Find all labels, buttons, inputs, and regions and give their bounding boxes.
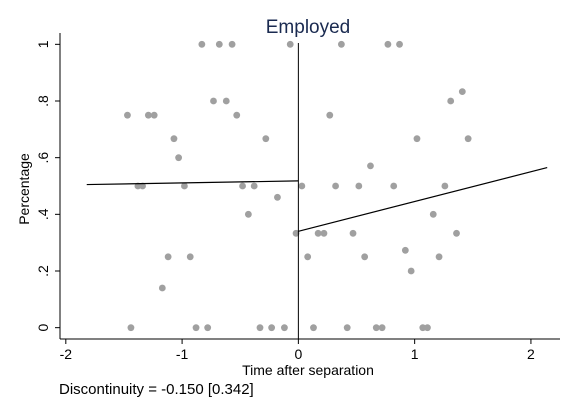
data-point bbox=[355, 182, 363, 190]
x-tick-label: 0 bbox=[294, 346, 302, 362]
data-point bbox=[320, 229, 328, 237]
data-point bbox=[198, 40, 206, 48]
discontinuity-note: Discontinuity = -0.150 [0.342] bbox=[59, 381, 254, 398]
data-point bbox=[441, 182, 449, 190]
fit-line bbox=[298, 167, 548, 232]
data-point bbox=[170, 135, 178, 143]
data-point bbox=[286, 40, 294, 48]
data-point bbox=[127, 324, 135, 332]
data-point bbox=[384, 40, 392, 48]
data-point bbox=[361, 253, 369, 261]
data-point bbox=[464, 135, 472, 143]
data-point bbox=[210, 97, 217, 105]
data-point bbox=[139, 182, 146, 190]
y-tick-label: .4 bbox=[35, 208, 51, 220]
data-point bbox=[244, 210, 252, 218]
data-point bbox=[332, 182, 339, 190]
y-tick-label: 0 bbox=[35, 324, 51, 332]
x-tick-label: 2 bbox=[527, 346, 535, 362]
data-point bbox=[256, 324, 264, 332]
data-point bbox=[274, 193, 281, 201]
data-point bbox=[222, 97, 230, 105]
data-point bbox=[192, 324, 200, 332]
data-point bbox=[419, 324, 427, 332]
data-point bbox=[372, 324, 380, 332]
x-tick-label: -2 bbox=[60, 346, 73, 362]
data-point bbox=[349, 229, 357, 237]
y-tick-label: .2 bbox=[35, 265, 51, 277]
data-point bbox=[304, 253, 312, 261]
data-point bbox=[396, 40, 403, 48]
data-point bbox=[144, 111, 152, 119]
data-point bbox=[390, 182, 398, 190]
y-axis-label: Percentage bbox=[16, 153, 32, 225]
data-point bbox=[453, 229, 460, 237]
data-point bbox=[215, 40, 223, 48]
data-point bbox=[367, 162, 374, 170]
data-point bbox=[181, 182, 188, 190]
data-point bbox=[250, 182, 258, 190]
x-tick-label: 1 bbox=[411, 346, 419, 362]
x-axis-ticks: -2 -1 0 1 2 bbox=[60, 339, 535, 362]
data-point bbox=[124, 111, 131, 119]
data-point bbox=[298, 182, 306, 190]
data-point bbox=[281, 324, 288, 332]
data-point bbox=[337, 40, 345, 48]
data-point bbox=[343, 324, 351, 332]
data-point bbox=[292, 229, 300, 237]
y-tick-label: 1 bbox=[35, 40, 51, 48]
data-point bbox=[413, 135, 421, 143]
data-point bbox=[401, 246, 409, 254]
data-point bbox=[228, 40, 236, 48]
data-point bbox=[239, 182, 246, 190]
data-point bbox=[268, 324, 276, 332]
chart-title: Employed bbox=[266, 17, 351, 38]
data-point bbox=[447, 97, 455, 105]
data-point bbox=[458, 88, 466, 96]
y-tick-label: .6 bbox=[35, 152, 51, 164]
data-point bbox=[314, 229, 322, 237]
data-point bbox=[158, 284, 166, 292]
data-point bbox=[407, 267, 415, 275]
data-point bbox=[164, 253, 172, 261]
data-point bbox=[424, 324, 431, 332]
data-point bbox=[204, 324, 212, 332]
data-point bbox=[186, 253, 194, 261]
data-points bbox=[124, 40, 472, 332]
data-point bbox=[233, 111, 241, 119]
data-point bbox=[326, 111, 334, 119]
data-point bbox=[150, 111, 158, 119]
fit-lines bbox=[86, 167, 548, 232]
x-tick-label: -1 bbox=[176, 346, 189, 362]
data-point bbox=[435, 253, 443, 261]
data-point bbox=[429, 210, 437, 218]
data-point bbox=[175, 154, 183, 162]
data-point bbox=[310, 324, 317, 332]
y-tick-label: .8 bbox=[35, 95, 51, 107]
x-axis-label: Time after separation bbox=[242, 362, 374, 378]
y-axis-ticks: 0 .2 .4 .6 .8 1 bbox=[35, 40, 60, 332]
data-point bbox=[378, 324, 386, 332]
data-point bbox=[262, 135, 270, 143]
fit-line bbox=[86, 180, 299, 186]
